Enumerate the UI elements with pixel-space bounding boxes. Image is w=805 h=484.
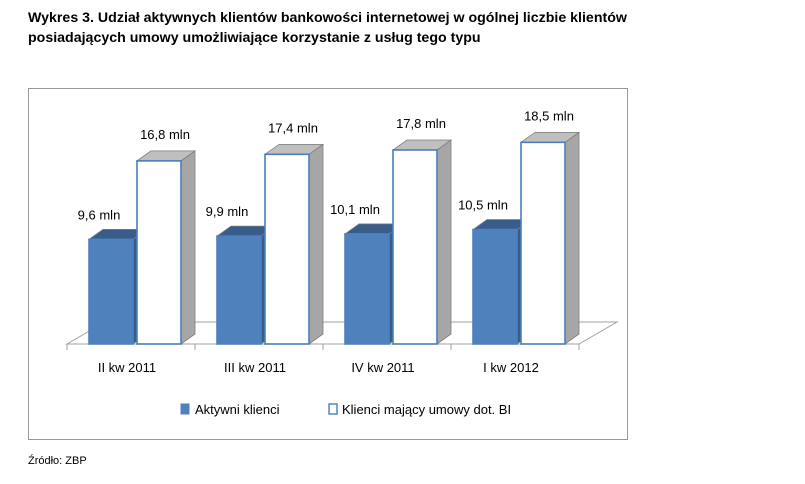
bar-clients-1 — [263, 143, 325, 345]
data-label-clients-2: 17,8 mln — [396, 116, 446, 131]
bar-clients-2-side — [436, 139, 452, 345]
bar-active-2-front — [344, 233, 390, 345]
bar-active-3-front — [472, 228, 518, 345]
bar-clients-2-front — [392, 149, 438, 345]
chart-title-line-1: Wykres 3. Udział aktywnych klientów bank… — [28, 10, 627, 26]
chart-title: Wykres 3. Udział aktywnych klientów bank… — [28, 8, 788, 48]
data-label-active-0: 9,6 mln — [78, 207, 121, 222]
chart-area: 9,6 mln 16,8 mln II kw 2011 9,9 mln 17,4 mln… — [28, 88, 628, 440]
bar-clients-2 — [391, 139, 453, 345]
data-label-active-1: 9,9 mln — [206, 204, 249, 219]
x-tick-label-3: I kw 2012 — [483, 360, 539, 375]
data-label-active-2: 10,1 mln — [330, 202, 380, 217]
data-label-active-3: 10,5 mln — [458, 198, 508, 213]
bar-clients-3-side — [564, 131, 580, 345]
bar-chart: 9,6 mln 16,8 mln II kw 2011 9,9 mln 17,4 mln… — [65, 108, 619, 417]
legend-swatch-clients — [328, 403, 338, 415]
bar-clients-3 — [519, 131, 581, 345]
data-label-clients-3: 18,5 mln — [524, 108, 574, 123]
chart-title-line-2: posiadających umowy umożliwiające korzys… — [28, 30, 481, 46]
source-note: Źródło: ZBP — [28, 455, 87, 467]
data-label-clients-0: 16,8 mln — [140, 127, 190, 142]
x-tick-label-1: III kw 2011 — [224, 360, 286, 375]
data-label-clients-1: 17,4 mln — [268, 120, 318, 135]
legend-label-clients: Klienci mający umowy dot. BI — [342, 402, 511, 417]
bar-clients-0 — [135, 150, 197, 345]
x-tick-label-2: IV kw 2011 — [351, 360, 414, 375]
bar-clients-3-front — [520, 141, 566, 345]
bar-active-1-front — [216, 235, 262, 345]
bar-clients-0-side — [180, 150, 196, 345]
bar-clients-1-side — [308, 143, 324, 345]
bar-clients-0-front — [136, 160, 182, 345]
bar-clients-1-front — [264, 153, 310, 345]
legend-label-active: Aktywni klienci — [195, 402, 280, 417]
bar-active-0-front — [88, 238, 134, 345]
legend-swatch-active — [180, 403, 190, 415]
x-tick-label-0: II kw 2011 — [98, 360, 156, 375]
